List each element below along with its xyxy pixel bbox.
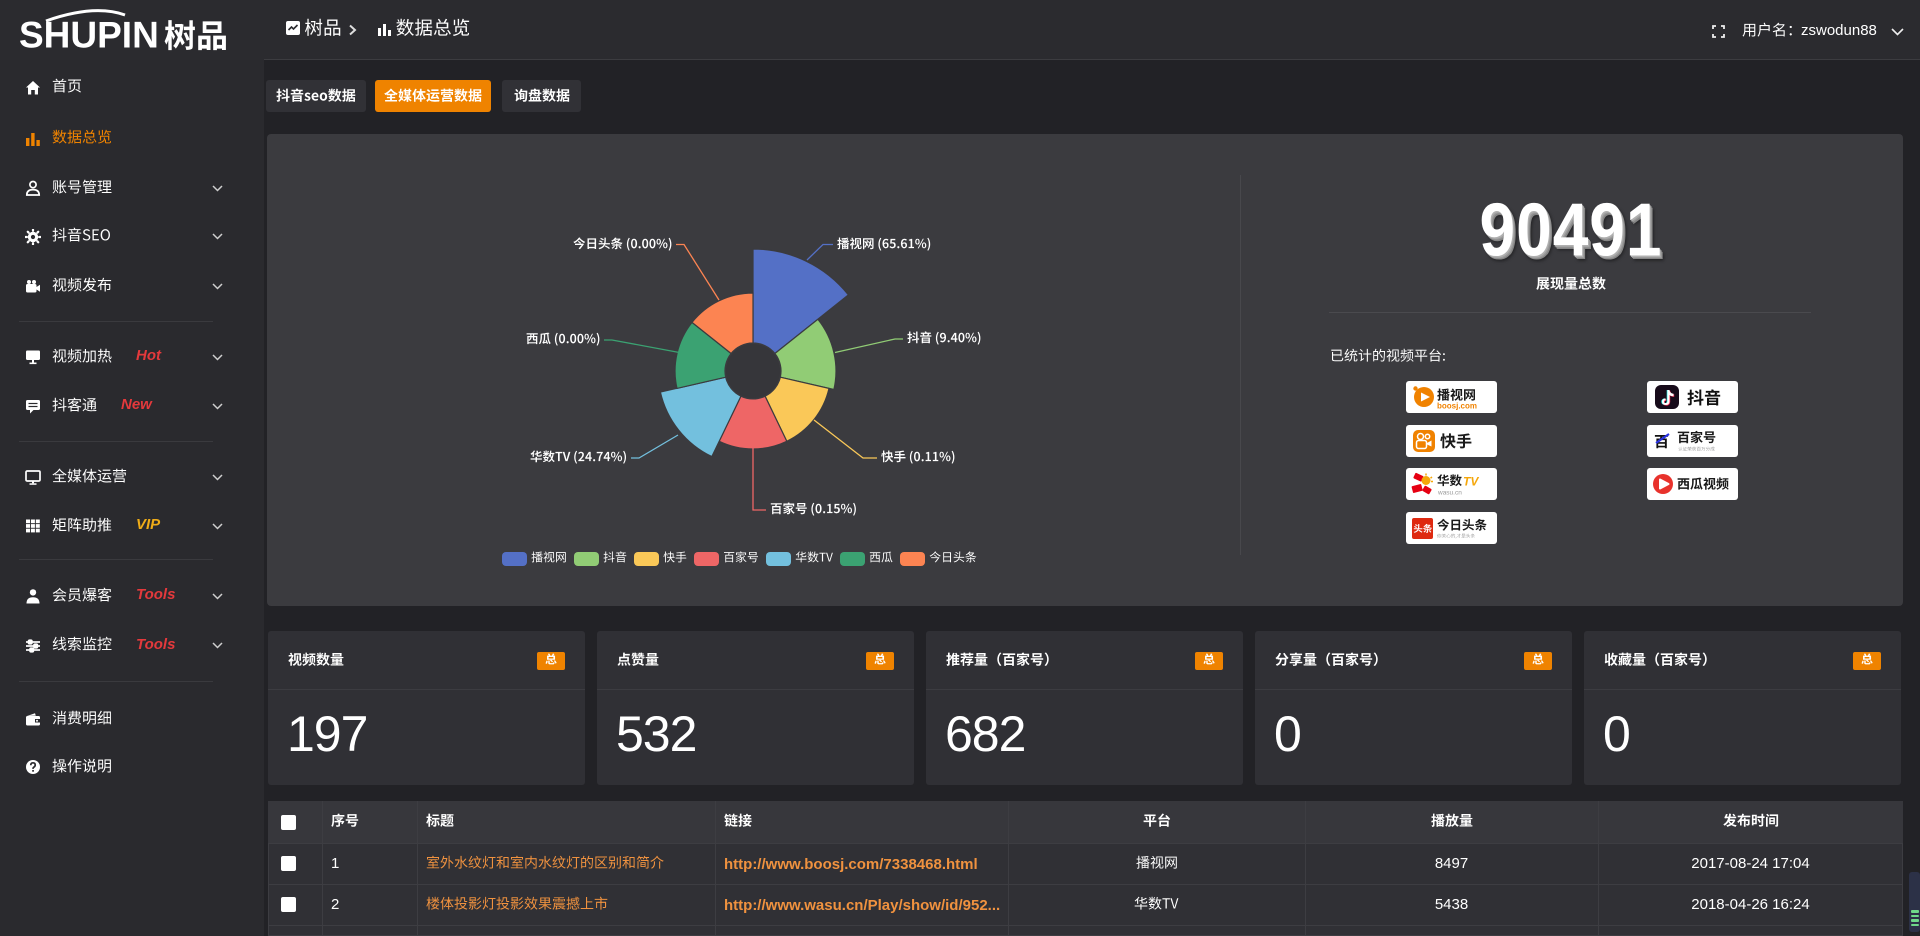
svg-text:TV: TV	[1463, 475, 1479, 489]
svg-text:boosj.com: boosj.com	[1437, 402, 1477, 411]
svg-text:SHUPIN: SHUPIN	[19, 15, 159, 56]
svg-text:wasu.cn: wasu.cn	[1437, 490, 1462, 497]
